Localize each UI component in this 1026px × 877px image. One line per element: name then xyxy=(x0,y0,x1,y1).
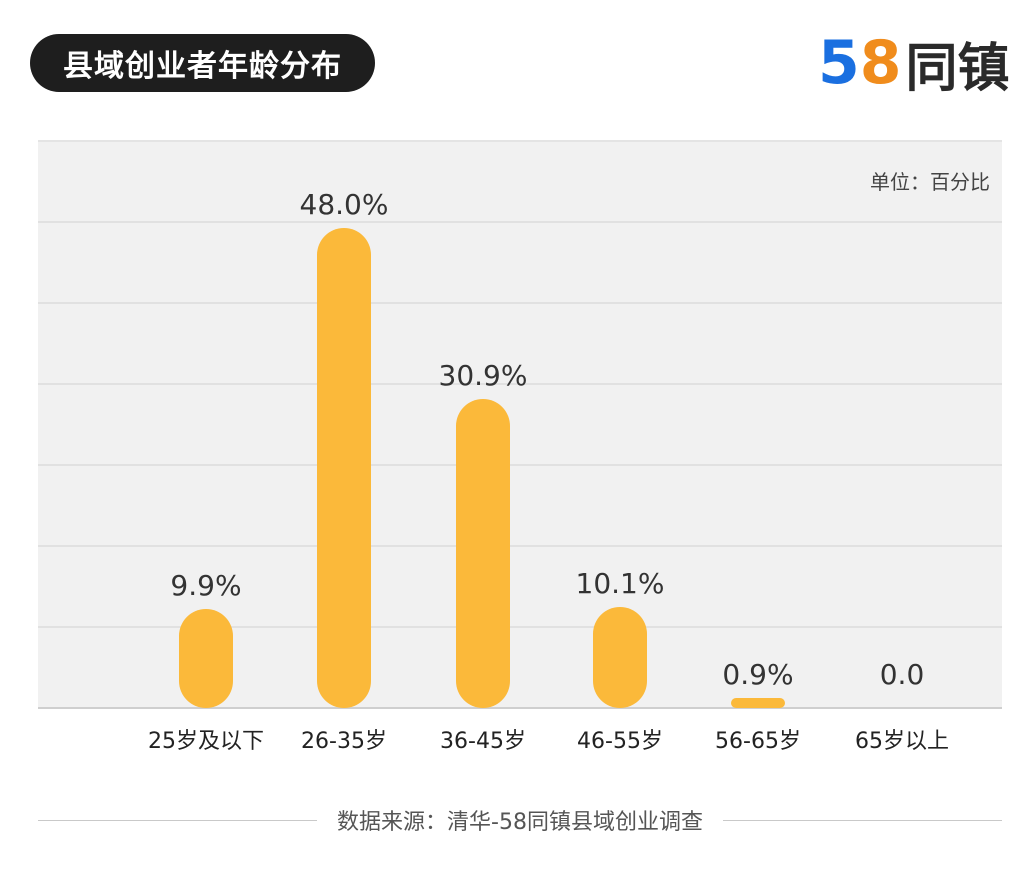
category-label-6: 65岁以上 xyxy=(855,729,949,754)
category-label-3: 36-45岁 xyxy=(440,729,526,754)
value-label-2: 48.0% xyxy=(300,188,389,221)
logo-text: 同镇 xyxy=(905,38,1010,99)
unit-label: 单位：百分比 xyxy=(870,170,990,194)
bar-1 xyxy=(179,609,233,708)
source-divider-right xyxy=(722,819,1002,821)
bar-4 xyxy=(593,607,647,708)
source-text: 数据来源：清华-58同镇县域创业调查 xyxy=(337,810,703,835)
value-label-4: 10.1% xyxy=(576,567,665,600)
bar-2 xyxy=(317,228,371,708)
chart-title: 县域创业者年龄分布 xyxy=(30,34,375,92)
category-label-5: 56-65岁 xyxy=(715,729,801,754)
value-label-5: 0.9% xyxy=(722,658,793,691)
source-divider-left xyxy=(38,819,318,821)
logo-number: 58 xyxy=(818,28,902,98)
value-label-3: 30.9% xyxy=(439,359,528,392)
value-label-1: 9.9% xyxy=(170,569,241,602)
value-label-6: 0.0 xyxy=(880,658,925,691)
bar-5 xyxy=(731,698,785,708)
category-label-1: 25岁及以下 xyxy=(148,729,264,754)
category-label-4: 46-55岁 xyxy=(577,729,663,754)
source-footer: 数据来源：清华-58同镇县域创业调查 xyxy=(38,800,1002,840)
brand-logo: 58 同镇 xyxy=(818,28,1010,99)
bar-3 xyxy=(456,399,510,708)
category-label-2: 26-35岁 xyxy=(301,729,387,754)
